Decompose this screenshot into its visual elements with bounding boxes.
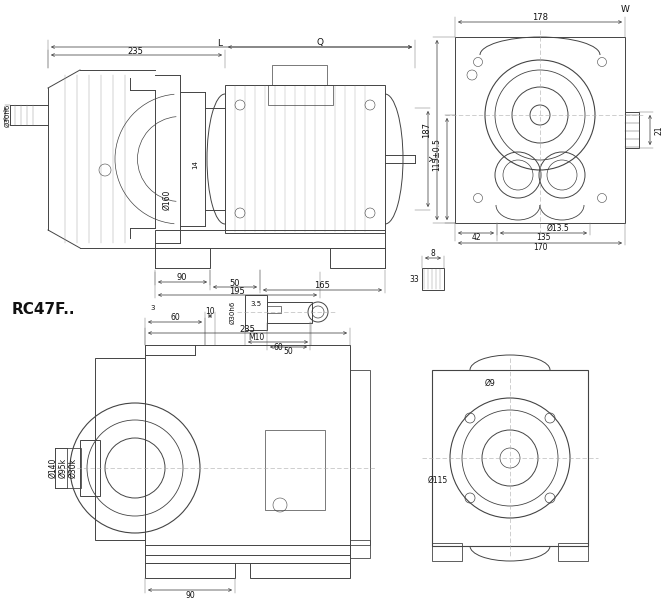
Text: Ø30k: Ø30k — [68, 458, 78, 478]
Text: Y: Y — [430, 156, 440, 162]
Text: 50: 50 — [283, 347, 293, 356]
Text: 90: 90 — [177, 273, 187, 283]
Text: 115±0.5: 115±0.5 — [432, 139, 442, 171]
Bar — [432, 370, 588, 546]
Bar — [155, 248, 210, 268]
Text: 178: 178 — [532, 13, 548, 22]
Text: 42: 42 — [471, 234, 481, 243]
Text: 3: 3 — [151, 305, 155, 311]
Bar — [625, 112, 639, 148]
Bar — [267, 302, 312, 323]
Bar — [350, 370, 370, 545]
Text: Ø13.5: Ø13.5 — [546, 223, 570, 232]
Text: 3.5: 3.5 — [251, 301, 262, 307]
Bar — [267, 306, 281, 313]
Bar — [422, 268, 444, 290]
Text: 14: 14 — [192, 160, 198, 169]
Text: Ø140: Ø140 — [48, 458, 58, 478]
Text: 135: 135 — [536, 234, 550, 243]
Bar — [272, 65, 327, 85]
Bar — [145, 545, 350, 563]
Text: M10: M10 — [248, 333, 264, 342]
Text: 50: 50 — [230, 278, 240, 287]
Text: Q: Q — [316, 39, 324, 48]
Text: Ø115: Ø115 — [428, 476, 448, 485]
Bar — [67, 448, 81, 488]
Text: 195: 195 — [229, 287, 245, 295]
Bar — [225, 85, 385, 233]
Bar — [245, 295, 267, 330]
Text: W: W — [621, 4, 629, 13]
Text: Ø30h6: Ø30h6 — [230, 300, 236, 324]
Text: 8: 8 — [431, 249, 436, 258]
Text: L: L — [217, 39, 223, 48]
Bar — [330, 248, 385, 268]
Text: Ø160: Ø160 — [162, 190, 172, 210]
Text: 235: 235 — [127, 47, 143, 56]
Bar — [265, 430, 325, 510]
Text: 60: 60 — [273, 344, 283, 353]
Text: 235: 235 — [239, 324, 255, 333]
Text: 60: 60 — [170, 313, 180, 322]
Text: 10: 10 — [205, 307, 215, 316]
Text: 187: 187 — [422, 122, 432, 138]
Bar — [155, 230, 385, 248]
Bar — [80, 440, 100, 496]
Text: Ø9: Ø9 — [485, 379, 495, 387]
Text: 21: 21 — [654, 125, 663, 135]
Bar — [455, 37, 625, 223]
Bar — [250, 563, 350, 578]
Bar — [145, 345, 350, 555]
Text: 33: 33 — [409, 275, 419, 284]
Text: Ø30h6: Ø30h6 — [5, 103, 11, 126]
Text: RC47F..: RC47F.. — [12, 302, 76, 318]
Text: 90: 90 — [185, 590, 195, 600]
Text: Ø95k: Ø95k — [58, 458, 68, 478]
Bar — [268, 85, 333, 105]
Bar — [558, 543, 588, 561]
Bar — [145, 563, 235, 578]
Bar — [95, 358, 145, 540]
Bar — [350, 540, 370, 558]
Text: 170: 170 — [533, 243, 547, 252]
Text: 165: 165 — [314, 281, 330, 290]
Bar — [432, 543, 462, 561]
